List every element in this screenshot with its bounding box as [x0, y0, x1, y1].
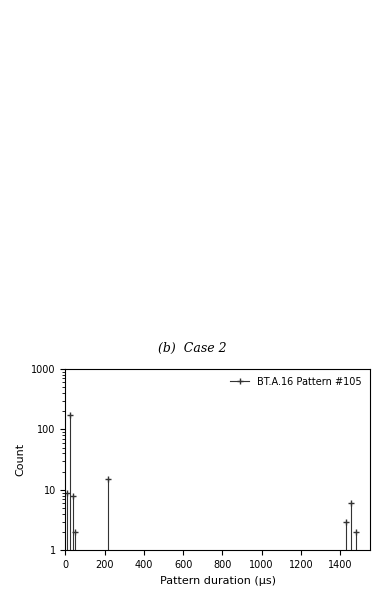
- Legend: BT.A.16 Pattern #105: BT.A.16 Pattern #105: [227, 374, 365, 390]
- Y-axis label: Count: Count: [16, 443, 26, 476]
- Text: (b)  Case 2: (b) Case 2: [158, 342, 227, 355]
- X-axis label: Pattern duration (μs): Pattern duration (μs): [159, 575, 276, 585]
